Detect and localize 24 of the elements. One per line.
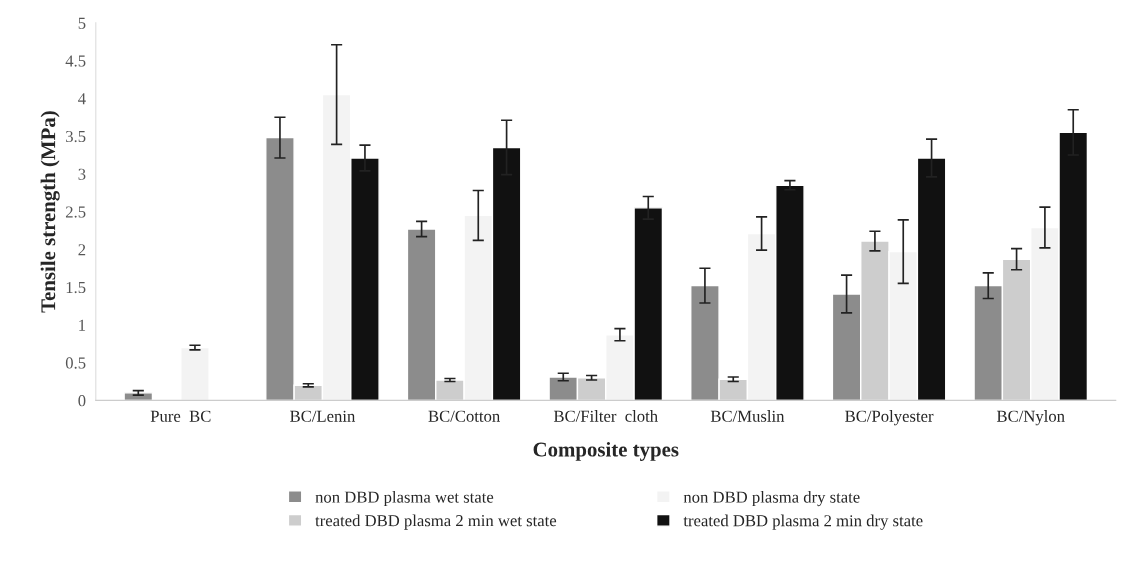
x-tick-label: BC/Muslin <box>710 410 785 422</box>
x-tick-label: BC/Nylon <box>996 410 1065 426</box>
y-tick-label: 2 <box>78 244 86 256</box>
y-tick-label: 1 <box>79 319 86 331</box>
y-tick-label: 3.5 <box>66 130 86 143</box>
y-tick-label: 3 <box>78 168 86 180</box>
x-tick-label: BC/Filter cloth <box>553 410 658 422</box>
x-tick-label: BC/Polyester <box>845 410 934 426</box>
y-tick-label: 0 <box>78 395 86 407</box>
x-tick-label: BC/Lenin <box>290 410 356 422</box>
legend-label: treated DBD plasma 2 min wet state <box>315 514 557 530</box>
legend-label: non DBD plasma wet state <box>315 491 494 507</box>
legend-label: treated DBD plasma 2 min dry state <box>683 514 923 530</box>
y-tick-label: 5 <box>78 17 86 29</box>
legend-label: non DBD plasma dry state <box>683 491 860 507</box>
y-tick-label: 1.5 <box>66 281 86 294</box>
x-axis-title: Composite types <box>533 441 679 461</box>
y-tick-label: 4.5 <box>65 55 86 67</box>
y-tick-label: 0.5 <box>65 357 86 369</box>
y-tick-label: 2.5 <box>65 206 86 218</box>
x-tick-label: Pure BC <box>150 410 211 422</box>
y-tick-label: 4 <box>78 93 86 105</box>
y-axis-title: Tensile strength (MPa) <box>40 111 60 313</box>
x-tick-label: BC/Cotton <box>428 410 500 422</box>
